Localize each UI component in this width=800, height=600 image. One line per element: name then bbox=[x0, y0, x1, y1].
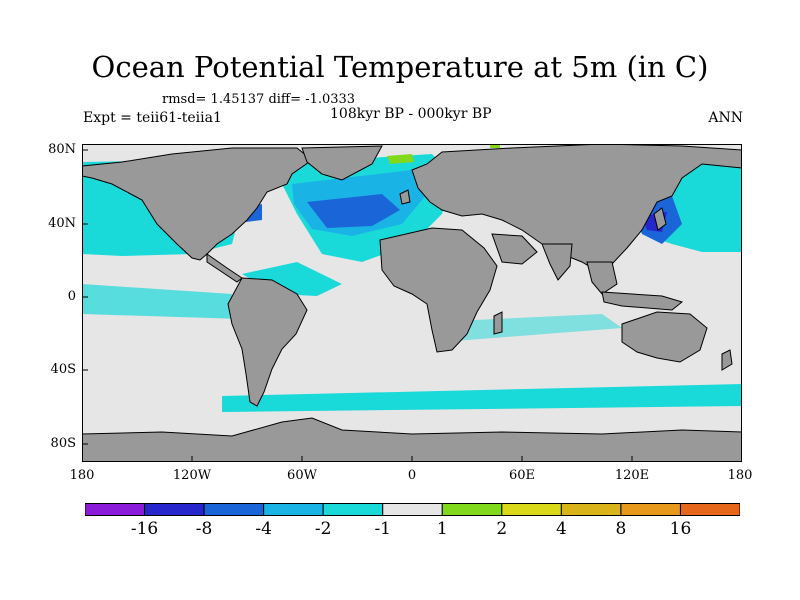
xlabel-180-left: 180 bbox=[69, 468, 95, 483]
ylabel-40s: 40S bbox=[50, 362, 76, 377]
colorbar-box bbox=[560, 503, 622, 516]
colorbar-label: 16 bbox=[669, 519, 692, 539]
colorbar-box bbox=[203, 503, 265, 516]
colorbar-label: -4 bbox=[255, 519, 272, 539]
ylabel-80s: 80S bbox=[50, 436, 76, 451]
colorbar-label: 1 bbox=[436, 519, 448, 539]
ylabel-40n: 40N bbox=[48, 216, 76, 231]
xlabel-180-right: 180 bbox=[727, 468, 753, 483]
north-atlantic-core bbox=[307, 194, 400, 228]
antarctica bbox=[82, 417, 742, 462]
colorbar-label: -8 bbox=[195, 519, 213, 539]
stats-line: rmsd= 1.45137 diff= -1.0333 bbox=[162, 92, 356, 107]
xlabel-60e: 60E bbox=[508, 468, 536, 483]
colorbar-box bbox=[441, 503, 503, 516]
xlabel-60w: 60W bbox=[287, 468, 317, 483]
xlabel-0: 0 bbox=[407, 468, 417, 483]
colorbar-label: -2 bbox=[314, 519, 332, 539]
barents-warming bbox=[387, 154, 414, 164]
plot-title: Ocean Potential Temperature at 5m (in C) bbox=[91, 50, 709, 84]
australia bbox=[621, 311, 708, 363]
xlabel-120w: 120W bbox=[172, 468, 212, 483]
south-america bbox=[227, 277, 308, 407]
colorbar-label: -16 bbox=[130, 519, 159, 539]
africa bbox=[379, 227, 498, 353]
xlabel-120e: 120E bbox=[614, 468, 650, 483]
colorbar-label: -1 bbox=[374, 519, 391, 539]
colorbar-box bbox=[322, 503, 384, 516]
land-layer bbox=[82, 144, 742, 462]
eastern-pacific-band bbox=[82, 284, 242, 319]
colorbar-box bbox=[501, 503, 562, 516]
colorbar-label: 8 bbox=[615, 519, 627, 539]
colorbar-label: 2 bbox=[496, 519, 508, 539]
colorbar-label: 4 bbox=[555, 519, 567, 539]
indian-ocean-band bbox=[432, 314, 622, 342]
colorbar-box bbox=[679, 503, 740, 516]
india bbox=[541, 243, 573, 281]
north-america bbox=[82, 147, 313, 261]
experiment-label: Expt = teii61-teiia1 bbox=[83, 110, 222, 126]
new-zealand bbox=[721, 349, 733, 371]
ylabel-0: 0 bbox=[67, 289, 76, 304]
central-america bbox=[206, 253, 243, 283]
colorbar bbox=[85, 503, 740, 516]
axis-ticks bbox=[82, 149, 742, 462]
colorbar-box bbox=[263, 503, 324, 516]
colorbar-box bbox=[620, 503, 681, 516]
indonesia bbox=[601, 291, 684, 311]
period-label: 108kyr BP - 000kyr BP bbox=[330, 106, 492, 122]
ocean-temperature-map bbox=[82, 144, 742, 462]
greenland bbox=[301, 145, 383, 181]
japan bbox=[653, 207, 667, 231]
british-isles bbox=[399, 189, 411, 205]
madagascar bbox=[493, 311, 503, 335]
colorbar-box bbox=[144, 503, 205, 516]
colorbar-box bbox=[382, 503, 443, 516]
southeast-asia bbox=[586, 261, 618, 295]
colorbar-box bbox=[85, 503, 146, 516]
ylabel-80n: 80N bbox=[48, 142, 76, 157]
southern-ocean-band bbox=[222, 384, 742, 412]
arabia bbox=[491, 233, 538, 265]
season-label: ANN bbox=[708, 110, 743, 126]
